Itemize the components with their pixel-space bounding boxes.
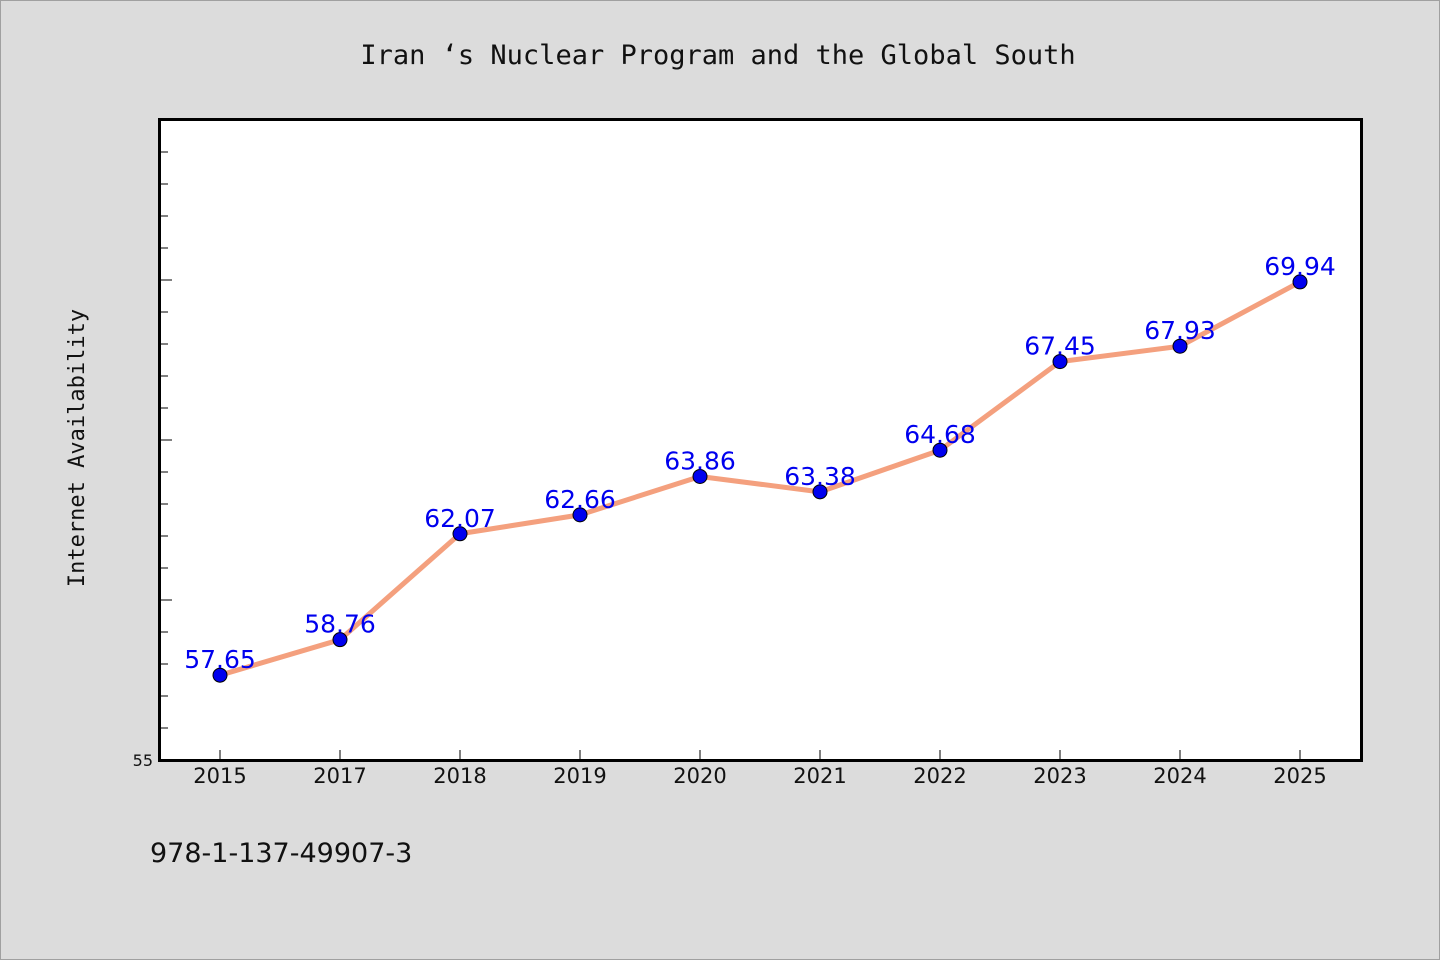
data-point xyxy=(1052,354,1068,370)
data-point xyxy=(452,526,468,542)
x-tick-label: 2023 xyxy=(1033,764,1086,788)
data-label: 63.86 xyxy=(664,446,736,475)
data-point xyxy=(332,632,348,648)
data-label: 58.76 xyxy=(304,610,376,639)
data-point xyxy=(692,468,708,484)
plot-area xyxy=(158,118,1363,762)
x-tick-label: 2019 xyxy=(553,764,606,788)
y-axis-ticks: 55 xyxy=(133,151,172,770)
series-group xyxy=(212,274,1308,683)
x-tick-label: 2022 xyxy=(913,764,966,788)
x-tick-label: 2025 xyxy=(1273,764,1326,788)
data-labels: 57.65 58.76 62.07 62.66 63.86 63.38 64.68 67.45… xyxy=(184,252,1336,674)
y-axis-label: Internet Availability xyxy=(65,309,90,587)
series-line xyxy=(217,279,1303,678)
data-label: 67.93 xyxy=(1144,316,1216,345)
data-point xyxy=(1172,338,1188,354)
data-label: 67.45 xyxy=(1024,332,1096,361)
data-point xyxy=(812,484,828,500)
x-tick-label: 2015 xyxy=(193,764,246,788)
data-label: 63.38 xyxy=(784,462,856,491)
data-label: 69.94 xyxy=(1264,252,1336,281)
data-point xyxy=(932,442,948,458)
data-point xyxy=(1292,274,1308,290)
data-point xyxy=(212,667,228,683)
footer-isbn: 978-1-137-49907-3 xyxy=(150,838,412,869)
x-tick-label: 2024 xyxy=(1153,764,1206,788)
x-axis-ticks: 2015 2017 2018 2019 2020 2021 2022 2023 2024 2025 xyxy=(193,750,1327,788)
x-tick-label: 2017 xyxy=(313,764,366,788)
data-label: 64.68 xyxy=(904,420,976,449)
x-tick-label: 2020 xyxy=(673,764,726,788)
data-label: 57.65 xyxy=(184,645,256,674)
data-label: 62.07 xyxy=(424,504,496,533)
data-label: 62.66 xyxy=(544,485,616,514)
chart-title: Iran ‘s Nuclear Program and the Global S… xyxy=(360,40,1075,71)
x-tick-label: 2018 xyxy=(433,764,486,788)
data-point xyxy=(572,507,588,523)
y-tick-label: 55 xyxy=(133,751,153,770)
x-tick-label: 2021 xyxy=(793,764,846,788)
